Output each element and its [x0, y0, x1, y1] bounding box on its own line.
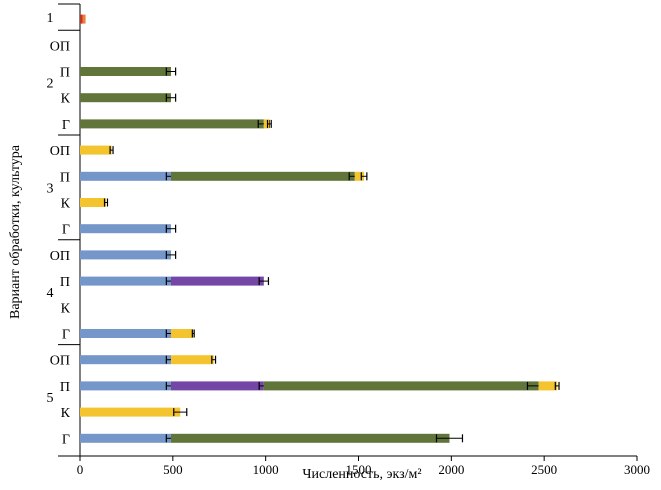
- bar-segment-green: [263, 381, 539, 391]
- group-label: 5: [47, 391, 54, 406]
- y-axis-label: Вариант обработки, культура: [8, 144, 23, 319]
- x-tick-label: 2500: [531, 462, 557, 477]
- bar-segment-yellow: [80, 145, 112, 155]
- error-bar: [435, 434, 464, 443]
- bar-segment-green: [80, 93, 171, 103]
- bar-segment-blue: [80, 276, 171, 286]
- row-label: П: [60, 170, 70, 185]
- bar-segment-blue: [80, 224, 171, 234]
- bar-segment-green: [80, 67, 171, 76]
- error-bar: [266, 119, 272, 128]
- error-bar: [165, 250, 177, 259]
- bar-segment-blue: [80, 250, 171, 260]
- row-label: К: [61, 197, 71, 212]
- bar-segment-blue: [80, 329, 171, 338]
- bar-segment-green: [170, 171, 355, 181]
- bar-segment-orange: [82, 14, 86, 24]
- bar-segment-blue: [80, 381, 171, 391]
- row-label: К: [61, 406, 71, 421]
- row-label: ОП: [50, 249, 70, 264]
- group-label: 2: [47, 77, 54, 92]
- row-label: К: [61, 92, 71, 107]
- error-bar: [173, 408, 188, 417]
- x-tick-label: 2000: [438, 462, 464, 477]
- error-bar: [554, 381, 560, 390]
- bar-segment-green: [170, 433, 450, 443]
- x-tick-label: 500: [163, 462, 183, 477]
- x-tick-label: 1000: [253, 462, 279, 477]
- bar-segment-blue: [80, 433, 171, 443]
- label-layer: 0 500 1000 1500 2000 2500 3000ОППКГОППКГОППКГО…: [47, 11, 651, 477]
- group-label: 4: [47, 286, 54, 301]
- bar-segment-yellow: [538, 381, 558, 391]
- group-label: 1: [47, 11, 54, 26]
- bar-segment-green: [80, 119, 264, 129]
- bar-segment-yellow: [80, 407, 181, 417]
- row-label: Г: [62, 328, 70, 343]
- bar-segment-purple: [170, 381, 264, 391]
- x-tick-label: 3000: [624, 462, 650, 477]
- row-label: П: [60, 380, 70, 395]
- error-bar: [103, 198, 109, 207]
- bar-segment-yellow: [263, 119, 270, 129]
- x-axis-label: Численность, экз/м²: [302, 467, 421, 482]
- bar-segment-yellow: [80, 198, 106, 207]
- bar-layer: [80, 14, 560, 443]
- error-bar: [165, 67, 177, 76]
- bar-segment-blue: [80, 355, 171, 365]
- row-label: ОП: [50, 354, 70, 369]
- bar-segment-yellow: [354, 171, 365, 181]
- bar-segment-blue: [80, 171, 171, 181]
- row-label: ОП: [50, 39, 70, 54]
- error-bar: [165, 224, 177, 233]
- x-tick-label: 0: [77, 462, 84, 477]
- row-label: П: [60, 275, 70, 290]
- error-bar: [109, 146, 114, 155]
- row-label: Г: [62, 118, 70, 133]
- row-label: П: [60, 66, 70, 81]
- error-bar: [191, 329, 195, 338]
- row-label: К: [61, 301, 71, 316]
- x-tick-label: 1500: [346, 462, 372, 477]
- error-bar: [211, 355, 217, 364]
- error-bar: [258, 277, 270, 286]
- row-label: ОП: [50, 144, 70, 159]
- bar-segment-purple: [170, 276, 264, 286]
- bar-segment-red: [80, 14, 83, 24]
- group-label: 3: [47, 181, 54, 196]
- error-bar: [165, 93, 177, 102]
- bar-segment-yellow: [170, 355, 214, 365]
- row-label: Г: [62, 223, 70, 238]
- bar-segment-yellow: [170, 329, 194, 338]
- error-bar: [360, 172, 368, 181]
- row-label: Г: [62, 432, 70, 447]
